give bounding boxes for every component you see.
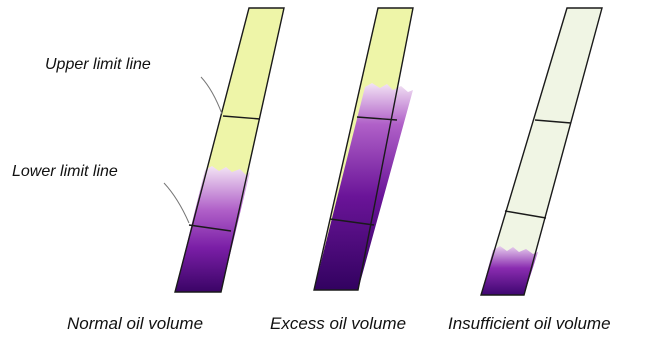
gauge-normal-lower-limit-line [188,224,232,232]
gauge-insufficient-glass [481,8,602,295]
upper-limit-label: Upper limit line [45,56,151,73]
caption-normal: Normal oil volume [67,314,203,333]
gauge-insufficient [480,7,603,296]
caption-excess: Excess oil volume [270,314,406,333]
gauge-normal [174,7,285,293]
gauge-excess [313,7,414,291]
gauge-normal-upper-limit-line [222,115,261,120]
gauge-insufficient-oil [481,246,538,295]
gauge-excess-outline [313,7,414,291]
gauge-excess-lower-limit-line [329,218,375,226]
gauge-excess-upper-limit-line [356,116,398,121]
lower-limit-label: Lower limit line [12,163,118,180]
gauge-normal-outline [174,7,285,293]
gauge-insufficient-lower-limit-line [504,210,547,219]
caption-insufficient: Insufficient oil volume [448,314,611,333]
upper-limit-leader [200,76,223,115]
gauge-insufficient-outline [480,7,603,296]
lower-limit-leader [163,182,190,224]
gauge-insufficient-upper-limit-line [534,119,572,124]
